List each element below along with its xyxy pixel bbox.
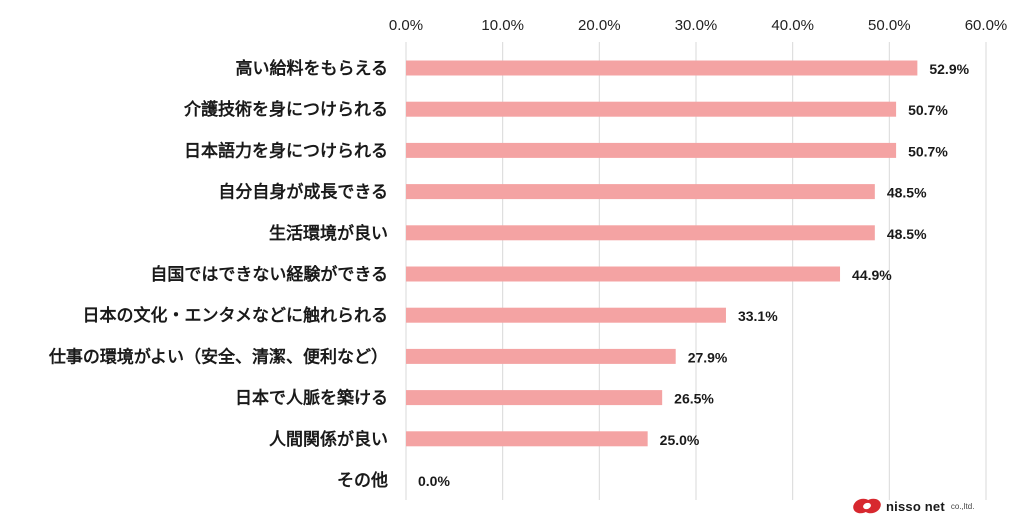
data-label: 48.5% [887,226,927,242]
category-label: 日本の文化・エンタメなどに触れられる [83,305,389,325]
x-tick-label: 0.0% [389,17,423,34]
data-label: 48.5% [887,185,927,201]
bar [406,266,841,282]
category-label: 生活環境が良い [269,223,388,243]
x-tick-label: 20.0% [578,17,621,34]
category-label: その他 [337,470,388,490]
category-label: 高い給料をもらえる [236,58,389,78]
logo-suffix-text: co.,ltd. [950,501,975,511]
category-label: 日本で人脈を築ける [235,388,388,408]
x-tick-label: 60.0% [965,17,1008,34]
x-tick-label: 10.0% [481,17,524,34]
bar [406,431,648,447]
bar [406,225,875,241]
bar [406,184,875,200]
logo-brand-text: nisso net [886,498,945,514]
data-label: 25.0% [660,432,700,448]
data-label: 26.5% [674,391,714,407]
bar [406,348,676,364]
category-labels: 高い給料をもらえる介護技術を身につけられる日本語力を身につけられる自分自身が成長… [48,58,388,490]
data-label: 44.9% [852,267,892,283]
data-label: 27.9% [688,349,728,365]
category-label: 自国ではできない経験ができる [150,264,388,284]
data-label: 33.1% [738,308,778,324]
x-tick-label: 50.0% [868,17,911,34]
x-tick-label: 30.0% [675,17,718,34]
bar [406,142,897,158]
category-label: 介護技術を身につけられる [183,99,388,119]
category-label: 自分自身が成長できる [218,182,388,202]
x-tick-label: 40.0% [771,17,814,34]
category-label: 日本語力を身につけられる [184,140,388,160]
category-label: 人間関係が良い [269,429,388,449]
category-label: 仕事の環境がよい（安全、清潔、便利など） [48,346,388,366]
bar [406,101,897,117]
data-labels: 52.9% 50.7% 50.7% 48.5% 48.5% 44.9% 33.1% 27.9%… [418,61,970,489]
data-label: 50.7% [908,102,948,118]
bars [406,60,918,447]
data-label: 52.9% [929,61,969,77]
nisso-logo-icon [853,498,881,514]
bar [406,60,918,76]
company-logo: nisso net co.,ltd. [852,497,974,515]
bar [406,307,726,323]
x-axis-tick-labels: 0.0% 10.0% 20.0% 30.0% 40.0% 50.0% 60.0% [389,17,1007,34]
data-label: 50.7% [908,143,948,159]
bar [406,390,663,406]
data-label: 0.0% [418,473,450,489]
